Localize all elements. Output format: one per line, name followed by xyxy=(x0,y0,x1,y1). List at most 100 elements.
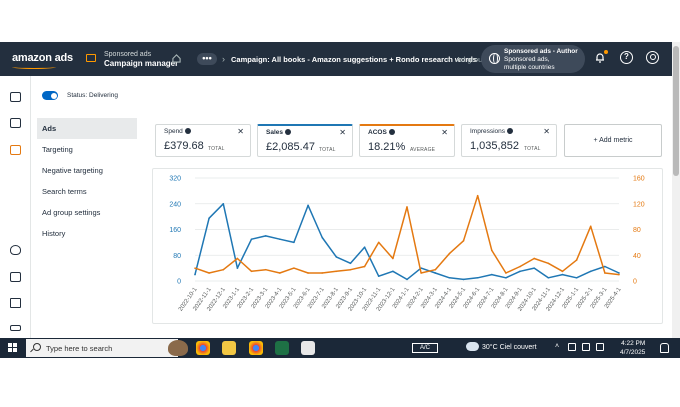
acos-data-point xyxy=(321,272,323,274)
left-rail xyxy=(0,76,31,338)
acos-data-point xyxy=(250,270,253,273)
acos-data-point xyxy=(293,267,295,269)
metric-card-spend[interactable]: Spend ✕ £379.68 TOTAL xyxy=(155,124,251,157)
acos-data-point xyxy=(434,268,437,271)
acos-data-point xyxy=(575,259,578,261)
product-line2: Campaign manager xyxy=(104,59,179,68)
tray-app-icon[interactable] xyxy=(568,343,576,351)
globe-icon xyxy=(489,53,500,64)
breadcrumb-more-button[interactable]: ••• xyxy=(197,53,217,65)
excel-icon[interactable] xyxy=(275,341,289,355)
sales-data-point xyxy=(236,267,239,269)
sales-data-point xyxy=(519,270,521,273)
info-icon[interactable] xyxy=(388,129,395,136)
status-label: Status: Delivering xyxy=(67,92,118,99)
clock-time: 4:22 PM xyxy=(621,340,646,347)
acos-data-point xyxy=(476,194,479,197)
network-icon[interactable] xyxy=(582,343,590,351)
help-icon[interactable]: ? xyxy=(620,51,633,64)
info-icon[interactable] xyxy=(507,128,514,135)
file-explorer-icon[interactable] xyxy=(222,341,236,355)
product-switcher[interactable]: Sponsored ads Campaign manager xyxy=(104,50,178,68)
nav-item-history[interactable]: History xyxy=(42,229,66,238)
info-icon[interactable] xyxy=(184,128,191,135)
metric-label-acos: ACOS xyxy=(368,129,395,136)
shield-icon[interactable] xyxy=(10,245,21,255)
close-icon[interactable]: ✕ xyxy=(237,127,244,136)
taskbar-clock[interactable]: 4:22 PM 4/7/2025 xyxy=(620,339,645,357)
chart-container xyxy=(152,168,663,324)
weather-text[interactable]: 30°C Ciel couvert xyxy=(482,344,537,351)
metric-card-acos[interactable]: ACOS ✕ 18.21% AVERAGE xyxy=(359,124,455,157)
nav-item-negative-targeting[interactable]: Negative targeting xyxy=(42,166,103,175)
sales-data-point xyxy=(250,238,253,240)
sales-data-point xyxy=(349,262,352,265)
left-axis-tick-label: 320 xyxy=(169,176,181,183)
chevron-right-icon: › xyxy=(222,54,225,64)
close-icon[interactable]: ✕ xyxy=(543,127,550,136)
sales-data-point xyxy=(533,267,535,269)
chrome-icon[interactable] xyxy=(196,341,210,355)
amazon-ads-logo[interactable]: amazon ads xyxy=(12,52,73,64)
nav-item-ad-group-settings[interactable]: Ad group settings xyxy=(42,208,101,217)
acos-data-point xyxy=(222,268,225,271)
sales-data-point xyxy=(392,270,394,273)
sales-data-point xyxy=(279,238,281,240)
reports-icon[interactable] xyxy=(10,325,21,331)
acos-data-point xyxy=(363,265,366,268)
page-scrollbar[interactable] xyxy=(672,42,680,338)
squirrel-icon xyxy=(168,340,188,356)
user-account-icon[interactable] xyxy=(646,51,659,64)
acos-data-point xyxy=(505,272,507,274)
nav-item-search-terms[interactable]: Search terms xyxy=(42,187,87,196)
breadcrumb-campaign[interactable]: Campaign: All books - Amazon suggestions… xyxy=(231,55,477,64)
metric-card-sales[interactable]: Sales ✕ £2,085.47 TOTAL xyxy=(257,124,353,157)
clock-date: 4/7/2025 xyxy=(620,349,646,356)
search-icon xyxy=(33,343,41,351)
sales-data-point xyxy=(293,241,295,244)
notification-center-icon[interactable] xyxy=(660,343,669,353)
right-axis-tick-label: 160 xyxy=(633,176,645,183)
briefcase-icon[interactable] xyxy=(10,92,21,102)
sales-data-point xyxy=(448,276,451,279)
chrome-icon[interactable] xyxy=(249,341,263,355)
notepad-icon[interactable] xyxy=(301,341,315,355)
sales-data-point xyxy=(505,276,507,279)
sales-data-point xyxy=(222,202,225,205)
close-icon[interactable]: ✕ xyxy=(339,128,346,137)
nav-item-ads[interactable]: Ads xyxy=(37,118,137,139)
windows-start-icon[interactable] xyxy=(8,343,18,353)
left-axis-tick-label: 240 xyxy=(169,201,181,208)
grid-icon[interactable] xyxy=(10,118,21,128)
info-icon[interactable] xyxy=(285,129,291,136)
taskbar-search[interactable]: Type here to search xyxy=(26,339,188,357)
metric-value-acos: 18.21% xyxy=(368,141,406,153)
metric-value-spend: £379.68 xyxy=(164,140,204,152)
metric-value-impressions: 1,035,852 xyxy=(470,140,519,152)
close-icon[interactable]: ✕ xyxy=(441,128,448,137)
breadcrumb-adgroup[interactable]: Ad group xyxy=(456,55,482,64)
acos-data-point xyxy=(208,272,210,274)
metric-card-impressions[interactable]: Impressions ✕ 1,035,852 TOTAL xyxy=(461,124,557,157)
scrollbar-thumb[interactable] xyxy=(673,46,679,176)
chevron-up-icon[interactable]: ˄ xyxy=(555,343,560,350)
trend-icon[interactable] xyxy=(10,298,21,308)
home-icon[interactable] xyxy=(172,54,181,63)
nav-item-targeting[interactable]: Targeting xyxy=(42,145,73,154)
acos-data-point xyxy=(349,268,352,271)
notifications-bell-icon[interactable] xyxy=(595,52,605,63)
account-switcher[interactable]: Sponsored ads - Author Sponsored ads, mu… xyxy=(481,45,585,73)
adgroup-status-toggle[interactable] xyxy=(42,91,58,100)
cloud-icon[interactable] xyxy=(466,342,479,351)
sales-data-point xyxy=(462,278,465,281)
acos-data-point xyxy=(533,257,535,260)
campaign-manager-rail-icon[interactable] xyxy=(10,145,21,155)
media-icon[interactable] xyxy=(10,272,21,282)
sales-data-point xyxy=(575,276,578,279)
metric-value-sales: £2,085.47 xyxy=(266,141,315,153)
speaker-icon[interactable] xyxy=(596,343,604,351)
acos-data-point xyxy=(618,273,620,276)
add-metric-button[interactable]: + Add metric xyxy=(564,124,662,157)
sales-data-point xyxy=(547,276,550,279)
sales-data-point xyxy=(604,265,606,268)
